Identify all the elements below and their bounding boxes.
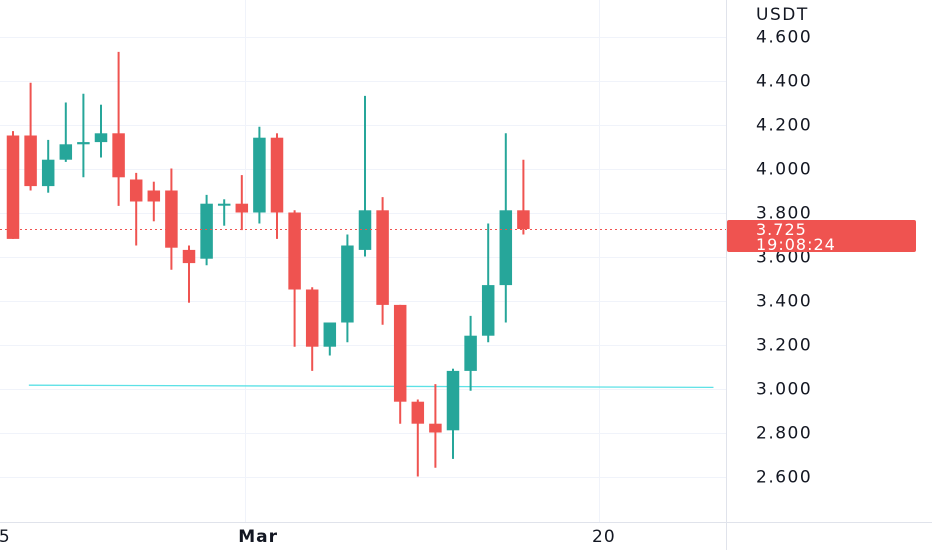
candle-body [253, 137, 266, 213]
candle [481, 223, 495, 343]
candle [323, 322, 337, 356]
candle-layer [6, 51, 530, 477]
price-tick-label: 3.000 [756, 380, 812, 400]
candle [270, 133, 284, 239]
candle [464, 315, 477, 391]
price-tick-label: 4.400 [756, 72, 812, 92]
price-axis[interactable]: USDT 4.600 4.400 4.200 4.000 3.800 3.600 3.400… [756, 5, 812, 488]
last-price-label: 3.725 [756, 220, 807, 239]
candle-body [182, 249, 196, 264]
candle [94, 104, 108, 158]
candle-body [288, 212, 301, 290]
candle-body [464, 335, 477, 371]
price-tick-label: 4.600 [756, 28, 812, 48]
candle-body [393, 304, 407, 402]
candle [147, 181, 161, 222]
candle [59, 102, 73, 162]
candle [446, 368, 460, 459]
candle-body [376, 210, 389, 305]
candle-body [112, 133, 125, 178]
candle [6, 131, 20, 239]
candle-body [481, 285, 495, 336]
candle [517, 159, 530, 235]
candle [182, 245, 196, 303]
candle [341, 234, 354, 343]
price-tick-label: 3.400 [756, 292, 812, 312]
time-axis[interactable]: 5 Mar 20 [0, 527, 616, 547]
candle-body [217, 203, 231, 206]
last-price-tag-background [727, 220, 916, 252]
candle [499, 133, 513, 323]
candle-body [411, 401, 425, 424]
price-tick-label: 2.800 [756, 424, 812, 444]
candle-body [517, 210, 530, 229]
candle-body [270, 137, 284, 213]
candle [288, 210, 301, 347]
candle [24, 82, 37, 191]
candle-body [129, 179, 143, 202]
trend-line [28, 384, 714, 389]
candle-body [24, 135, 37, 187]
candle-body [235, 203, 249, 213]
time-tick-label: 5 [0, 527, 11, 547]
candle [235, 175, 249, 231]
candle [393, 304, 407, 424]
candle-body [77, 142, 90, 145]
time-tick-label: 20 [592, 527, 616, 547]
candle [41, 139, 55, 193]
candle [200, 194, 213, 266]
candle [358, 95, 372, 257]
price-tick-label: 3.200 [756, 336, 812, 356]
price-tick-label: 3.600 [756, 248, 812, 268]
price-tick-label: 3.800 [756, 204, 812, 224]
candle [129, 172, 143, 246]
candle [77, 93, 90, 178]
candle [217, 199, 231, 226]
candle-body [305, 289, 319, 347]
candle-body [323, 322, 337, 347]
candle-body [165, 190, 178, 248]
price-tick-label: 2.600 [756, 468, 812, 488]
candle-body [341, 245, 354, 323]
bar-countdown-label: 19:08:24 [756, 235, 836, 254]
time-tick-label: Mar [238, 527, 278, 547]
candle-body [499, 210, 513, 286]
candle [253, 126, 266, 224]
candle-body [446, 370, 460, 431]
trend-layer [28, 384, 714, 389]
candle [429, 384, 442, 468]
candle [376, 197, 389, 325]
candle [411, 399, 425, 477]
candle-body [6, 135, 20, 239]
candle-body [429, 423, 442, 433]
price-tick-label: 4.200 [756, 116, 812, 136]
candle-body [59, 144, 73, 160]
candle [165, 168, 178, 270]
candle-body [41, 159, 55, 187]
candle-body [200, 203, 213, 259]
candle [112, 51, 125, 206]
candle-body [147, 190, 161, 202]
candle [305, 287, 319, 371]
currency-label: USDT [756, 5, 809, 25]
last-price-tag: 3.725 19:08:24 [727, 220, 916, 254]
candle-body [358, 210, 372, 250]
candle-body [94, 133, 108, 143]
price-tick-label: 4.000 [756, 160, 812, 180]
